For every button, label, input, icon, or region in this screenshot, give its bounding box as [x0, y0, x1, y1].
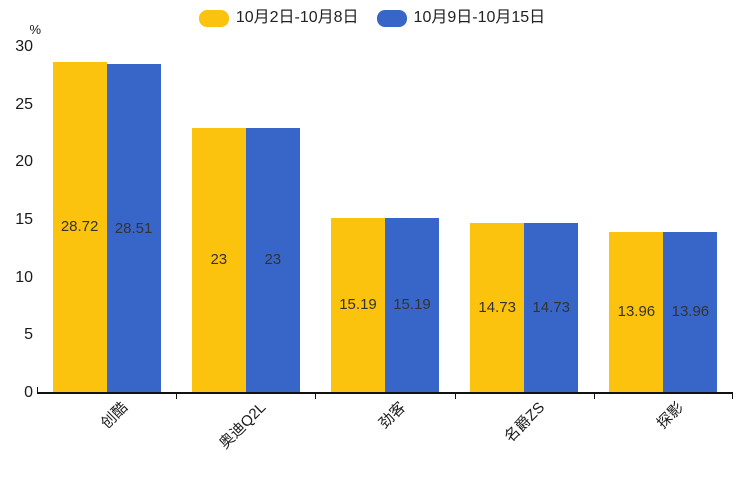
y-axis-tick-label: 15 — [15, 211, 33, 228]
bar[interactable] — [609, 231, 664, 393]
bar[interactable] — [191, 127, 246, 393]
legend-item-0[interactable]: 10月2日-10月8日 — [198, 9, 359, 27]
x-axis-category-label: 劲客 — [375, 399, 410, 433]
bar[interactable] — [470, 223, 525, 393]
bar-value-label: 28.51 — [114, 219, 153, 237]
bar-value-label: 28.72 — [60, 218, 99, 236]
legend: 10月2日-10月8日 10月9日-10月15日 — [0, 7, 744, 29]
legend-label: 10月9日-10月15日 — [413, 9, 546, 26]
bar[interactable] — [385, 217, 439, 393]
legend-item-1[interactable]: 10月9日-10月15日 — [376, 9, 546, 27]
legend-swatch-icon — [198, 9, 229, 27]
x-axis-category-label: 创酷 — [97, 399, 131, 433]
x-axis-tick — [315, 394, 316, 399]
bar-value-label: 15.19 — [393, 296, 431, 314]
y-axis-tick-label: 5 — [24, 326, 33, 344]
bar-value-label: 14.73 — [478, 299, 516, 317]
x-axis-category-label: 名爵ZS — [501, 399, 549, 446]
y-axis-tick-label: 20 — [15, 153, 33, 171]
bar[interactable] — [106, 64, 161, 393]
x-axis-tick — [455, 394, 456, 399]
legend-label: 10月2日-10月8日 — [235, 9, 359, 26]
x-axis-tick — [176, 394, 177, 399]
x-axis-category-label: 探影 — [654, 399, 688, 433]
bar-value-label: 13.96 — [617, 303, 656, 321]
y-axis-tick-label: 0 — [24, 384, 33, 401]
y-axis-tick-label: 30 — [15, 38, 33, 55]
bar[interactable] — [245, 127, 300, 393]
legend-swatch-icon — [376, 9, 407, 27]
bar[interactable] — [524, 223, 579, 393]
bar-value-label: 23 — [210, 251, 228, 269]
x-axis-start-tick — [37, 387, 38, 392]
bar-value-label: 14.73 — [532, 299, 570, 317]
x-axis-tick — [594, 394, 595, 399]
y-axis-unit-label: % — [29, 22, 41, 37]
bar-value-label: 23 — [264, 251, 282, 269]
bar[interactable] — [663, 231, 718, 393]
y-axis-tick-label: 25 — [15, 95, 33, 113]
x-axis-tick — [732, 394, 733, 399]
bar[interactable] — [331, 217, 385, 393]
bar[interactable] — [52, 61, 107, 393]
y-axis-tick-label: 10 — [15, 268, 33, 286]
x-axis-category-label: 奥迪Q2L — [216, 399, 270, 453]
bar-value-label: 15.19 — [339, 296, 377, 314]
x-axis-line — [37, 392, 733, 394]
bar-value-label: 13.96 — [671, 303, 710, 321]
